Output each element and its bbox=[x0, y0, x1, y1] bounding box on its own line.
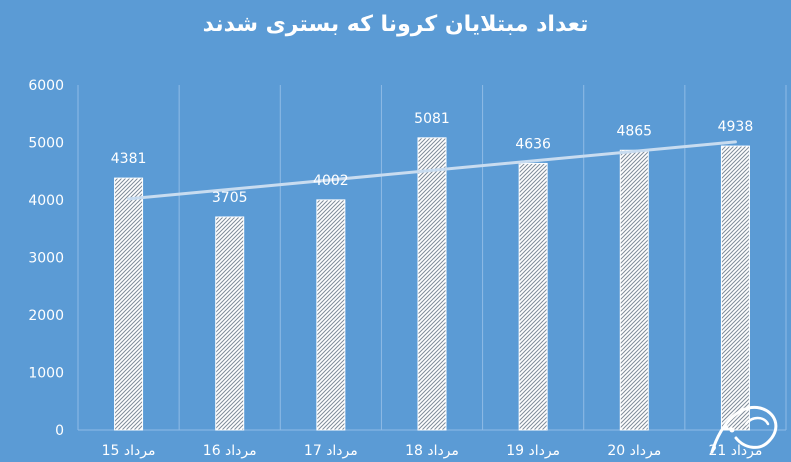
data-label: 4865 bbox=[616, 123, 652, 139]
x-tick-label: 21 مرداد bbox=[708, 443, 762, 459]
x-tick-label: 18 مرداد bbox=[405, 443, 459, 459]
chart-title: تعداد مبتلایان کرونا که بستری شدند bbox=[202, 12, 589, 37]
bar bbox=[720, 145, 750, 431]
y-tick-label: 3000 bbox=[28, 251, 64, 267]
data-label: 4636 bbox=[515, 136, 551, 152]
y-tick-label: 4000 bbox=[28, 193, 64, 209]
data-label: 4938 bbox=[718, 119, 754, 135]
watermark-logo bbox=[710, 405, 778, 454]
x-tick-label: 15 مرداد bbox=[102, 443, 156, 459]
x-tick-label: 16 مرداد bbox=[203, 443, 257, 459]
trendline bbox=[127, 140, 737, 201]
data-label: 3705 bbox=[212, 190, 248, 206]
y-tick-label: 6000 bbox=[28, 78, 64, 94]
y-tick-label: 5000 bbox=[28, 136, 64, 152]
bar bbox=[114, 177, 144, 431]
data-label: 5081 bbox=[414, 111, 450, 127]
y-tick-label: 0 bbox=[55, 423, 64, 439]
bar bbox=[316, 199, 346, 431]
y-tick-label: 2000 bbox=[28, 308, 64, 324]
bar bbox=[417, 137, 447, 431]
bar bbox=[518, 162, 548, 431]
bar bbox=[215, 216, 245, 431]
data-label: 4002 bbox=[313, 173, 349, 189]
x-tick-label: 20 مرداد bbox=[607, 443, 661, 459]
y-tick-label: 1000 bbox=[28, 366, 64, 382]
x-tick-label: 17 مرداد bbox=[304, 443, 358, 459]
data-label: 4381 bbox=[111, 151, 147, 167]
x-tick-label: 19 مرداد bbox=[506, 443, 560, 459]
bar bbox=[619, 149, 649, 431]
